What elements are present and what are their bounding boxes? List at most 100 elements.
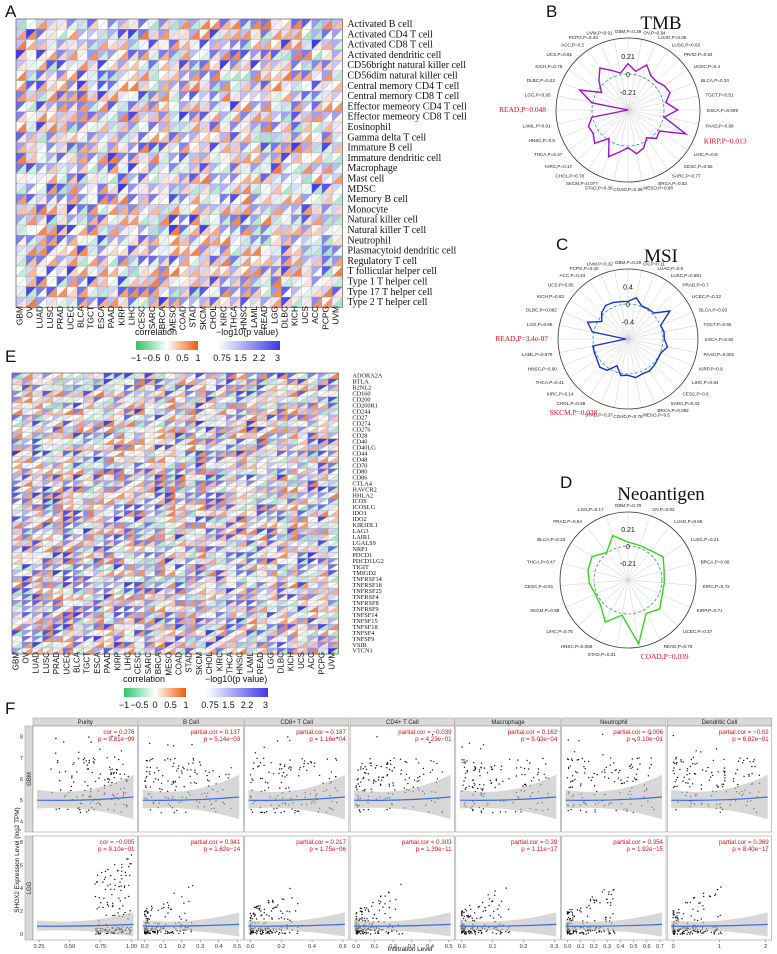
column-label: COAD	[178, 306, 188, 330]
column-label: GBM	[14, 306, 24, 325]
column-label: LIHC	[127, 306, 137, 325]
row-label: Type 2 T helper cell	[347, 297, 427, 308]
legend-tick: 3	[263, 700, 268, 710]
legend-tick: 1	[183, 700, 188, 710]
panel-label-f: F	[5, 699, 15, 718]
column-label: LAML	[249, 306, 259, 328]
column-label: UVM	[328, 652, 337, 670]
column-label: DLBC	[277, 652, 286, 674]
legend-pvalue-title: −log10(p value)	[205, 674, 267, 684]
column-label: PCPG	[320, 306, 330, 330]
column-label: LGG	[269, 306, 279, 324]
legend-tick: 1	[195, 353, 200, 363]
legend-tick: 2.2	[253, 353, 266, 363]
column-label: UCS	[300, 306, 310, 324]
column-label: OV	[25, 306, 35, 319]
legend-colorbar-pvalue	[218, 341, 280, 350]
heatmap-immune-checkpoints: ADORA2ABTLAB2NL2CD160CD200CD200R1CD244CD…	[11, 373, 384, 676]
column-label: PCPG	[317, 652, 326, 675]
column-label: DLBC	[280, 306, 290, 328]
column-label: CESC	[134, 652, 143, 674]
column-label: CESC	[137, 306, 147, 329]
column-label: SARC	[147, 306, 157, 329]
column-label: OV	[22, 651, 31, 663]
legend-tick: −1	[131, 353, 141, 363]
legend-tick: 1.5	[222, 700, 235, 710]
column-label: LAML	[246, 651, 255, 672]
column-label: BRCA	[154, 651, 163, 674]
column-label: READ	[256, 652, 265, 674]
column-label: ESCA	[96, 306, 106, 329]
row-label: VTCN1	[352, 648, 372, 655]
legend-tick: 0	[164, 353, 169, 363]
column-label: ACC	[310, 306, 320, 324]
column-label: TGCT	[83, 652, 92, 674]
column-label: READ	[259, 306, 269, 329]
column-label: UVM	[331, 306, 341, 325]
column-label: UCEC	[65, 306, 75, 330]
column-label: LUSC	[42, 652, 51, 674]
panel-label-b: B	[546, 2, 557, 21]
panel-label-c: C	[556, 235, 568, 254]
legend-tick: 0	[152, 700, 157, 710]
column-label: PAAD	[106, 306, 116, 328]
legend-colorbar-correlation	[124, 688, 186, 697]
legend-tick: −0.5	[143, 353, 161, 363]
column-label: KIRP	[113, 652, 122, 671]
panel-label-d: D	[560, 473, 572, 492]
legend-correlation-title: correlation	[123, 674, 165, 684]
column-label: ACC	[307, 652, 316, 669]
legend-tick: 1.5	[234, 353, 247, 363]
column-label: TGCT	[86, 306, 96, 329]
column-label: CHOL	[205, 651, 214, 674]
heatmap-a-legend: correlation −log10(p value) −1 −0.5 0 0.5 1 0…	[131, 327, 280, 363]
column-label: KIRC	[218, 306, 228, 326]
column-label: CHOL	[208, 306, 218, 330]
column-label: PRAD	[55, 306, 65, 329]
column-label: BLCA	[73, 651, 82, 673]
column-label: THCA	[226, 651, 235, 673]
column-label: BRCA	[157, 306, 167, 330]
legend-tick: −0.5	[131, 700, 149, 710]
legend-tick: 0.75	[201, 700, 219, 710]
legend-pvalue-title: −log10(p value)	[216, 327, 278, 337]
column-label: COAD	[175, 652, 184, 675]
column-label: LUSC	[45, 306, 55, 328]
column-label: GBM	[11, 652, 20, 671]
column-label: LIHC	[124, 652, 133, 670]
heatmap-e-legend: correlation −log10(p value) −1 −0.5 0 0.5 1 0…	[119, 674, 268, 710]
column-label: MESO	[164, 652, 173, 676]
legend-tick: 0.5	[176, 353, 189, 363]
panel-label-a: A	[5, 2, 17, 21]
legend-tick: −1	[119, 700, 129, 710]
panel-label-e: E	[5, 347, 16, 366]
column-label: KIRC	[215, 652, 224, 671]
column-label: LGG	[266, 652, 275, 669]
column-label: PRAD	[52, 652, 61, 674]
legend-tick: 3	[275, 353, 280, 363]
column-label: KICH	[287, 652, 296, 671]
column-label: UCEC	[62, 652, 71, 675]
column-label: KICH	[290, 306, 300, 326]
legend-colorbar-correlation	[136, 341, 198, 350]
column-label: THCA	[229, 306, 239, 329]
legend-tick: 2.2	[241, 700, 254, 710]
column-label: UCS	[297, 652, 306, 669]
column-label: STAD	[188, 306, 198, 328]
column-label: KIRP	[116, 306, 126, 326]
legend-tick: 0.75	[213, 353, 231, 363]
column-label: LUAD	[35, 306, 45, 328]
column-label: SARC	[144, 652, 153, 674]
legend-tick: 0.5	[164, 700, 177, 710]
column-label: SKCM	[198, 306, 208, 330]
column-label: HNSC	[236, 652, 245, 675]
column-label: ESCA	[93, 651, 102, 673]
column-label: LUAD	[32, 652, 41, 674]
column-label: STAD	[185, 652, 194, 673]
column-label: SKCM	[195, 652, 204, 675]
legend-colorbar-pvalue	[206, 688, 268, 697]
legend-correlation-title: correlation	[135, 327, 177, 337]
